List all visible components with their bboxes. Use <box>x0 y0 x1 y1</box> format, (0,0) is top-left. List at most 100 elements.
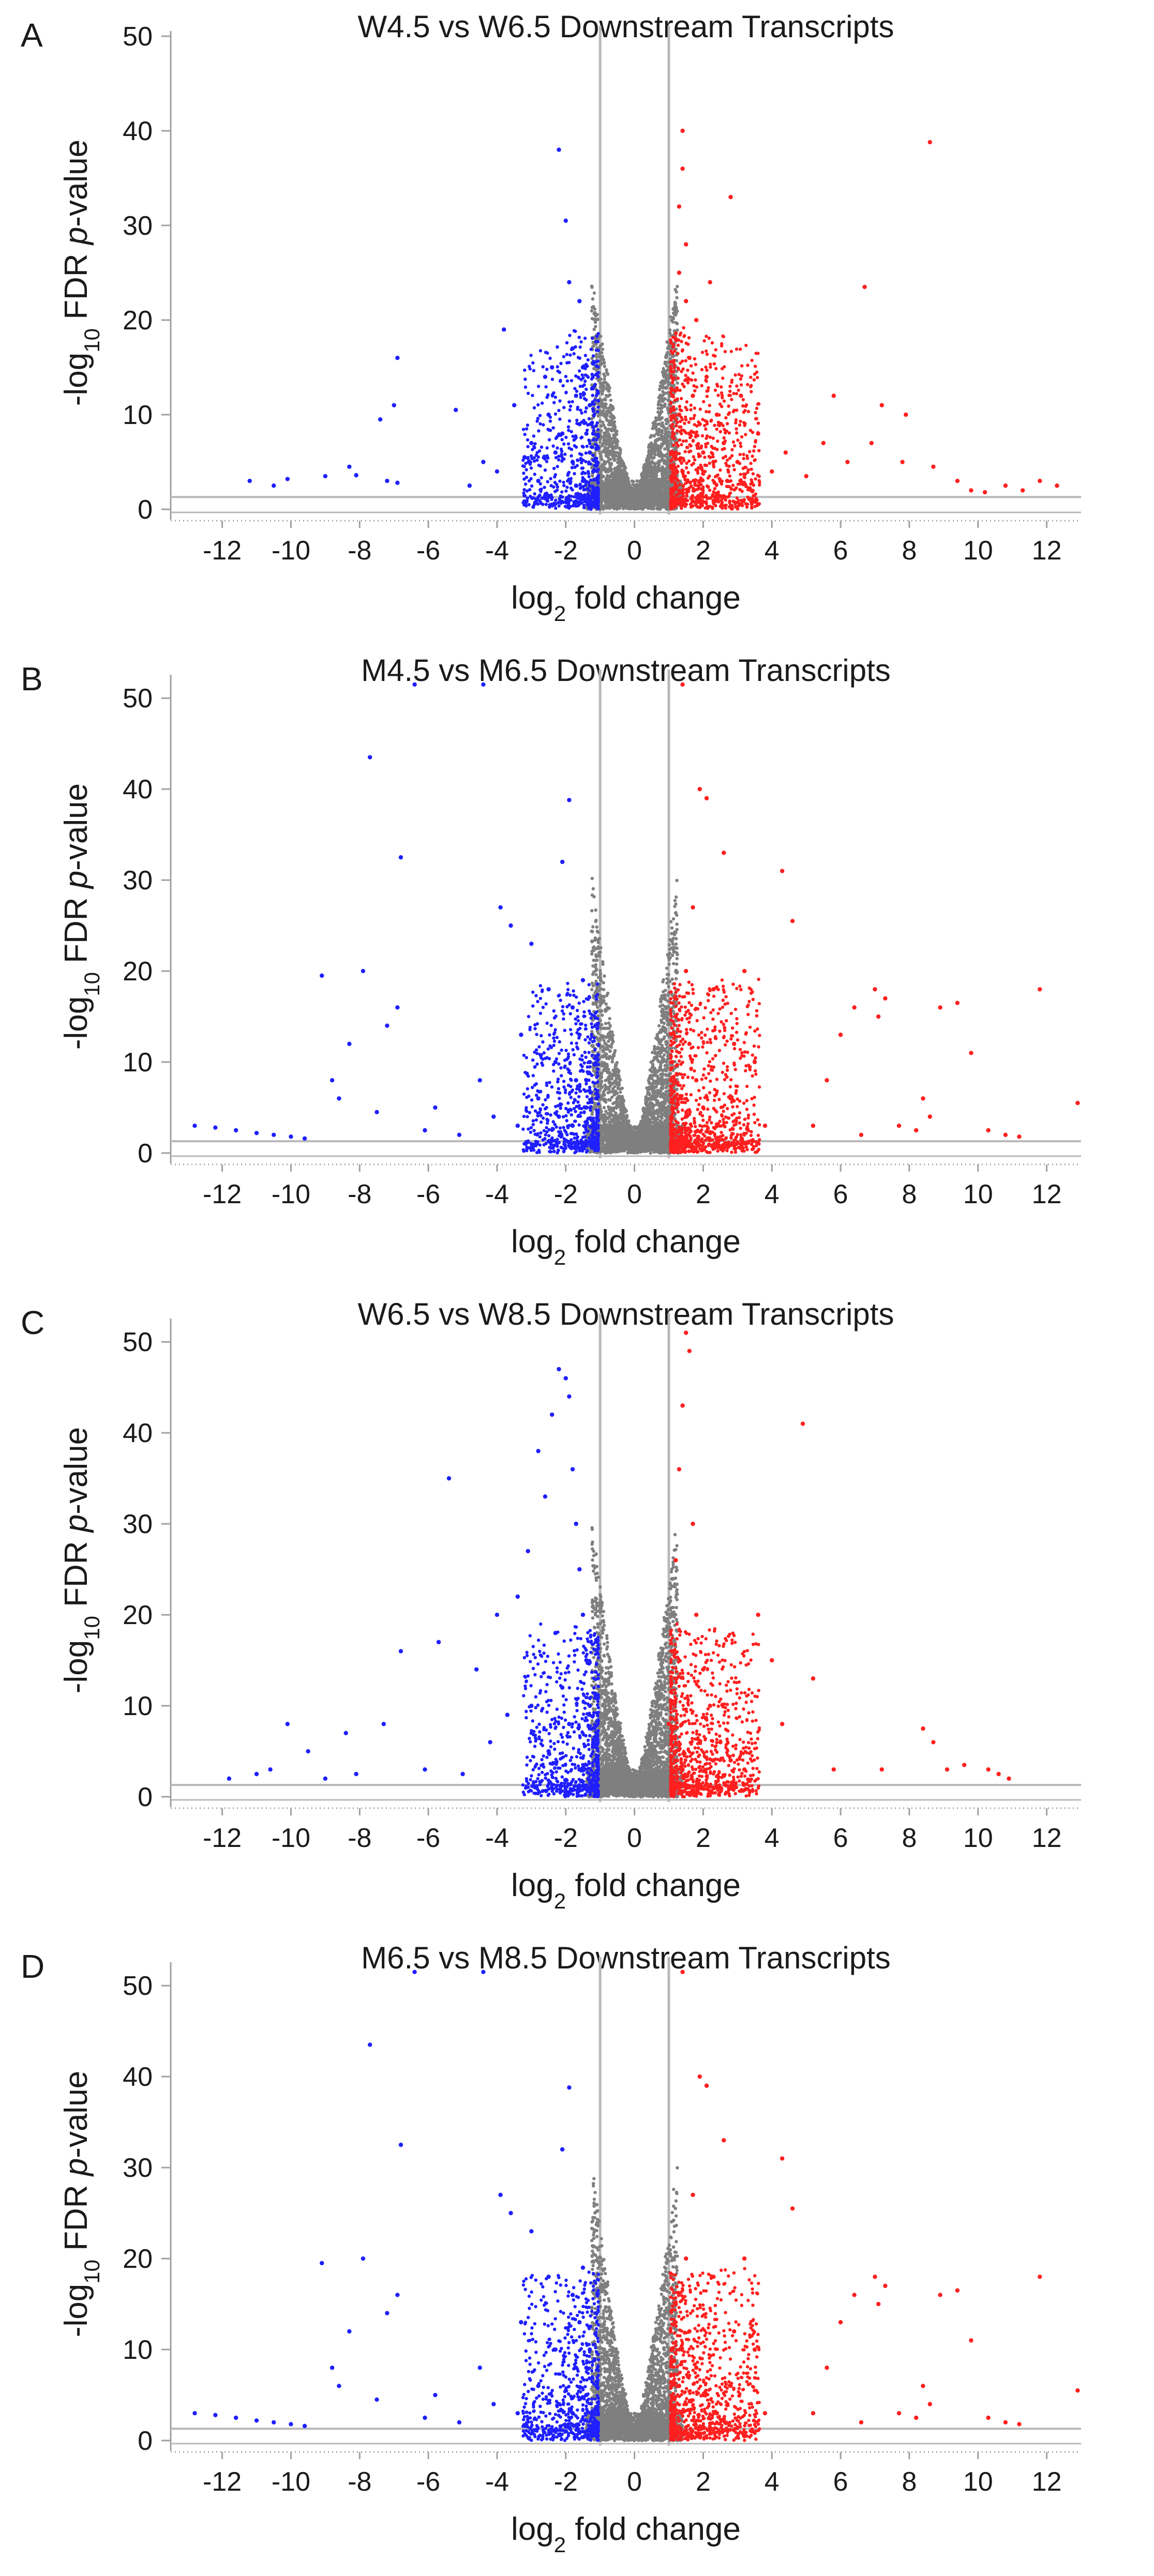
down-point <box>557 504 561 508</box>
up-point <box>710 451 714 455</box>
up-point <box>682 385 686 388</box>
up-point <box>685 498 690 503</box>
up-point <box>730 454 734 458</box>
ns-point <box>600 458 604 461</box>
ns-point <box>663 440 667 443</box>
down-point <box>568 505 572 508</box>
ns-point <box>626 489 630 493</box>
ns-point <box>651 483 654 487</box>
ns-point <box>622 475 625 479</box>
panel-a: A W4.5 vs W6.5 Downstream Transcripts 0 10 2… <box>0 0 1154 644</box>
ns-point <box>619 475 623 479</box>
up-point <box>755 406 759 411</box>
down-point <box>569 498 573 502</box>
up-point <box>691 489 695 493</box>
down-point <box>580 411 583 415</box>
up-point <box>686 471 690 475</box>
down-point <box>577 504 580 507</box>
down-point <box>561 384 565 388</box>
down-point <box>587 438 591 442</box>
up-point <box>720 504 724 508</box>
down-point <box>570 460 575 464</box>
up-point <box>681 367 685 371</box>
down-point <box>559 361 563 366</box>
down-point <box>568 408 572 412</box>
ns-point <box>625 483 628 487</box>
up-point <box>672 376 676 380</box>
down-point <box>578 452 582 456</box>
up-point <box>700 434 705 438</box>
ns-point <box>641 507 645 511</box>
down-point <box>392 403 396 407</box>
up-point <box>690 378 693 382</box>
up-point <box>715 448 719 451</box>
ns-point <box>657 479 662 483</box>
ns-point <box>617 484 620 489</box>
up-point <box>669 401 673 405</box>
down-point <box>538 482 542 486</box>
up-point <box>755 498 759 502</box>
down-point <box>545 446 549 450</box>
down-point <box>554 436 558 440</box>
ns-point <box>603 361 606 365</box>
down-point <box>558 497 561 501</box>
ns-point <box>602 405 606 409</box>
up-point <box>669 365 672 369</box>
up-point <box>672 443 676 447</box>
up-point <box>720 482 724 486</box>
down-point <box>596 432 600 436</box>
ns-point <box>600 500 604 504</box>
ns-point <box>654 439 658 443</box>
up-point <box>724 503 728 507</box>
down-point <box>526 445 530 448</box>
down-point <box>590 387 594 391</box>
down-point <box>553 473 558 477</box>
up-point <box>672 363 677 367</box>
down-point <box>395 356 400 360</box>
ns-point <box>655 486 659 489</box>
ns-point <box>606 384 610 388</box>
down-point <box>587 481 591 484</box>
down-point <box>542 423 545 427</box>
down-point <box>524 476 529 479</box>
ns-point <box>598 413 603 416</box>
down-point <box>594 438 598 442</box>
ns-point <box>661 421 664 425</box>
ns-point <box>676 381 679 385</box>
up-point <box>714 348 717 352</box>
down-point <box>583 483 588 487</box>
ns-point <box>655 480 659 484</box>
up-point <box>733 500 738 504</box>
ns-point <box>646 475 649 479</box>
up-point <box>680 370 683 373</box>
ns-point <box>663 459 667 463</box>
ns-point <box>665 354 669 357</box>
ns-point <box>668 328 672 332</box>
up-point <box>722 399 726 403</box>
ns-point <box>653 497 657 501</box>
up-point <box>704 365 708 369</box>
down-point <box>560 449 564 453</box>
ns-point <box>600 496 604 499</box>
ns-point <box>646 499 650 503</box>
ns-point <box>590 417 594 421</box>
down-point <box>523 377 527 381</box>
ns-point <box>672 384 676 387</box>
down-point <box>553 450 558 455</box>
up-point <box>708 435 712 439</box>
ns-point <box>599 472 603 476</box>
ns-point <box>646 463 650 467</box>
ns-point <box>661 390 665 393</box>
down-point <box>525 489 529 493</box>
ns-point <box>593 320 597 324</box>
down-point <box>594 478 598 482</box>
ns-point <box>657 497 661 502</box>
ns-point <box>608 491 612 494</box>
down-point <box>548 419 552 423</box>
up-point <box>676 397 679 401</box>
ns-point <box>660 434 664 438</box>
up-point <box>705 349 708 353</box>
down-point <box>536 478 541 483</box>
down-point <box>580 373 584 377</box>
ns-point <box>647 446 651 449</box>
